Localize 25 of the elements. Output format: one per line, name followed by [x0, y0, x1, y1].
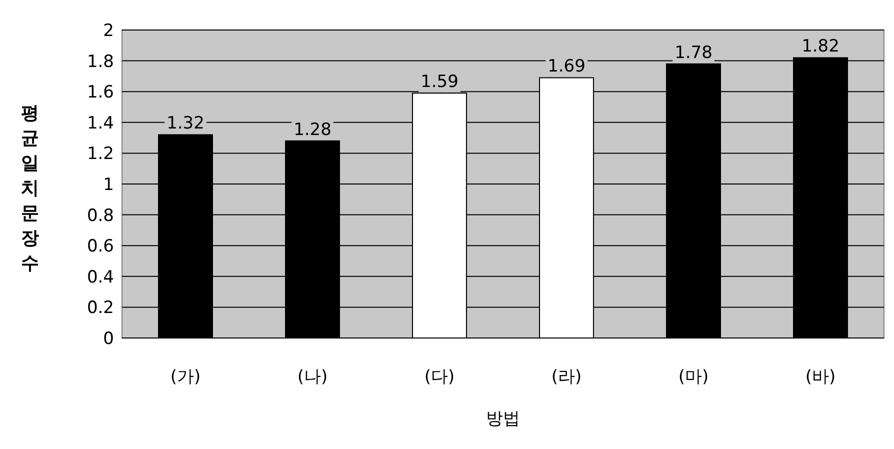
x-tick-label: (라) — [551, 367, 582, 387]
y-tick-label: 0.8 — [86, 206, 114, 226]
y-tick-label: 0.6 — [86, 236, 114, 257]
y-tick-label: 1.8 — [86, 52, 114, 72]
x-tick-label: (가) — [170, 367, 201, 387]
x-tick-label: (바) — [805, 367, 836, 387]
y-axis-title: 평균일치문장수 — [21, 103, 39, 274]
data-label: 1.28 — [294, 120, 332, 140]
y-tick-label: 0 — [103, 329, 114, 349]
data-label: 1.82 — [802, 36, 840, 57]
y-tick-label: 1.2 — [86, 144, 114, 164]
y-tick-label: 1.4 — [86, 113, 114, 134]
x-tick-label: (마) — [678, 367, 709, 387]
y-tick-label: 0.4 — [86, 267, 114, 288]
y-tick-label: 2 — [103, 21, 114, 41]
y-tick-label: 0.2 — [86, 298, 114, 318]
data-label: 1.78 — [674, 42, 712, 63]
x-axis-title: 방법 — [486, 409, 520, 429]
y-tick-label: 1 — [103, 175, 114, 195]
x-tick-label: (다) — [424, 367, 455, 387]
data-label: 1.59 — [420, 72, 458, 92]
data-label: 1.69 — [548, 56, 586, 77]
y-tick-label: 1.6 — [86, 82, 114, 103]
x-tick-label: (나) — [297, 367, 328, 387]
data-label: 1.32 — [166, 114, 204, 134]
